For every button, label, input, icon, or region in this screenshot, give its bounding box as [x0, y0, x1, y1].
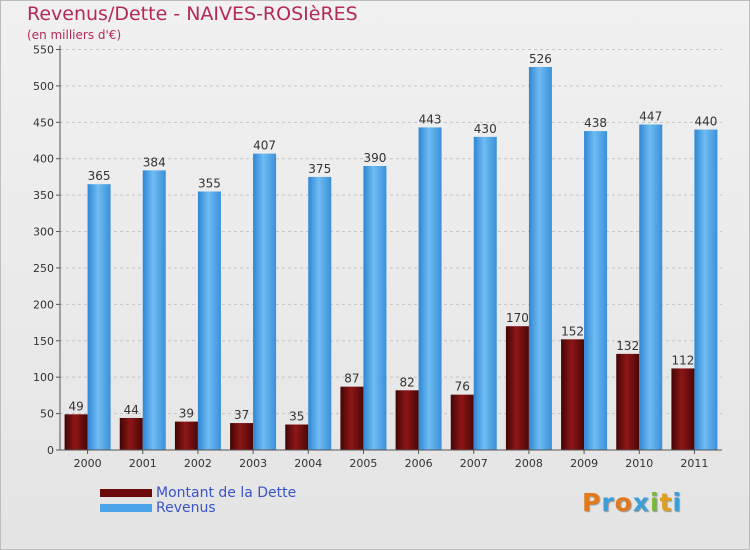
data-label-revenus: 526: [529, 52, 552, 66]
data-label-dette: 39: [179, 407, 194, 421]
logo-letter: o: [614, 488, 633, 517]
x-tick-label: 2005: [349, 457, 377, 470]
y-tick-label: 350: [33, 189, 54, 202]
bar-revenus: [418, 127, 442, 450]
x-tick-label: 2004: [294, 457, 322, 470]
x-tick-label: 2009: [570, 457, 598, 470]
y-tick-label: 400: [33, 153, 54, 166]
data-label-dette: 44: [124, 403, 139, 417]
bar-revenus: [639, 124, 663, 451]
x-tick-label: 2011: [680, 457, 708, 470]
logo-letter: i: [672, 488, 683, 517]
grid-lines: [60, 49, 722, 451]
y-tick-label: 450: [33, 116, 54, 129]
y-tick-label: 0: [47, 444, 54, 457]
data-label-dette: 76: [455, 380, 470, 394]
chart-title: Revenus/Dette - NAIVES-ROSIèRES: [27, 3, 358, 25]
bar-dette: [395, 390, 419, 450]
data-label-revenus: 438: [584, 116, 607, 130]
legend-item-dette: Montant de la Dette: [100, 485, 296, 501]
data-label-revenus: 430: [474, 122, 497, 136]
bar-revenus: [197, 191, 221, 450]
data-label-dette: 112: [671, 353, 694, 367]
bar-revenus: [694, 129, 718, 450]
bar-dette: [119, 417, 143, 450]
bar-revenus: [584, 131, 608, 450]
data-label-revenus: 355: [198, 176, 221, 190]
data-label-dette: 152: [561, 324, 584, 338]
logo-letter: i: [650, 488, 660, 517]
legend-label-revenus: Revenus: [156, 500, 216, 516]
data-label-revenus: 447: [639, 110, 662, 124]
bar-dette: [561, 339, 585, 450]
x-tick-label: 2008: [515, 457, 543, 470]
data-label-dette: 49: [68, 399, 83, 413]
bar-dette: [174, 421, 198, 450]
logo-letter: P: [582, 488, 602, 517]
data-label-revenus: 440: [694, 115, 717, 129]
legend-item-revenus: Revenus: [100, 500, 216, 516]
y-tick-label: 200: [33, 298, 54, 311]
x-tick-label: 2007: [460, 457, 488, 470]
proxiti-logo: Proxiti: [582, 488, 682, 517]
data-label-dette: 82: [399, 375, 414, 389]
bar-revenus: [253, 153, 277, 450]
x-tick-label: 2002: [184, 457, 212, 470]
bars: [64, 66, 718, 451]
bar-dette: [230, 423, 254, 450]
chart-subtitle: (en milliers d'€): [27, 28, 122, 42]
bar-dette: [505, 326, 529, 450]
data-label-dette: 132: [616, 339, 639, 353]
data-label-revenus: 365: [88, 169, 111, 183]
data-label-dette: 87: [344, 372, 359, 386]
y-tick-label: 300: [33, 226, 54, 239]
x-tick-label: 2003: [239, 457, 267, 470]
x-tick-label: 2000: [74, 457, 102, 470]
data-label-revenus: 407: [253, 139, 276, 153]
y-tick-label: 500: [33, 80, 54, 93]
legend-swatch-revenus: [100, 504, 152, 512]
logo-letter: x: [632, 488, 650, 517]
axes: 0 50 100 150 200 250 300 350 400 450 500 550 2000 200…: [33, 44, 722, 470]
bar-dette: [64, 414, 88, 450]
data-label-revenus: 390: [363, 151, 386, 165]
x-tick-label: 2010: [625, 457, 653, 470]
y-tick-label: 550: [33, 44, 54, 57]
bar-dette: [616, 353, 640, 450]
y-tick-label: 50: [40, 408, 54, 421]
bar-dette: [340, 386, 364, 450]
data-label-revenus: 375: [308, 162, 331, 176]
data-label-revenus: 384: [143, 155, 166, 169]
bar-dette: [671, 368, 695, 450]
bar-revenus: [308, 176, 332, 450]
y-tick-label: 100: [33, 371, 54, 384]
data-label-dette: 37: [234, 408, 249, 422]
logo-letter: t: [659, 488, 673, 517]
bar-revenus: [87, 184, 111, 451]
y-tick-label: 250: [33, 262, 54, 275]
x-tick-label: 2006: [405, 457, 433, 470]
bar-revenus: [473, 136, 497, 450]
data-labels: 49 365 44 384 39 355 37 407 35 375 87 390 82 443 76 430…: [68, 52, 717, 424]
data-label-dette: 170: [506, 311, 529, 325]
bar-revenus: [142, 170, 166, 451]
data-label-dette: 35: [289, 410, 304, 424]
x-tick-label: 2001: [129, 457, 157, 470]
bar-dette: [450, 394, 474, 450]
bar-revenus: [528, 66, 552, 450]
legend-swatch-dette: [100, 489, 152, 497]
legend-label-dette: Montant de la Dette: [156, 485, 297, 501]
bar-dette: [285, 424, 309, 450]
logo-letter: r: [601, 488, 615, 517]
data-label-revenus: 443: [419, 112, 442, 126]
y-tick-label: 150: [33, 335, 54, 348]
bar-revenus: [363, 166, 387, 450]
